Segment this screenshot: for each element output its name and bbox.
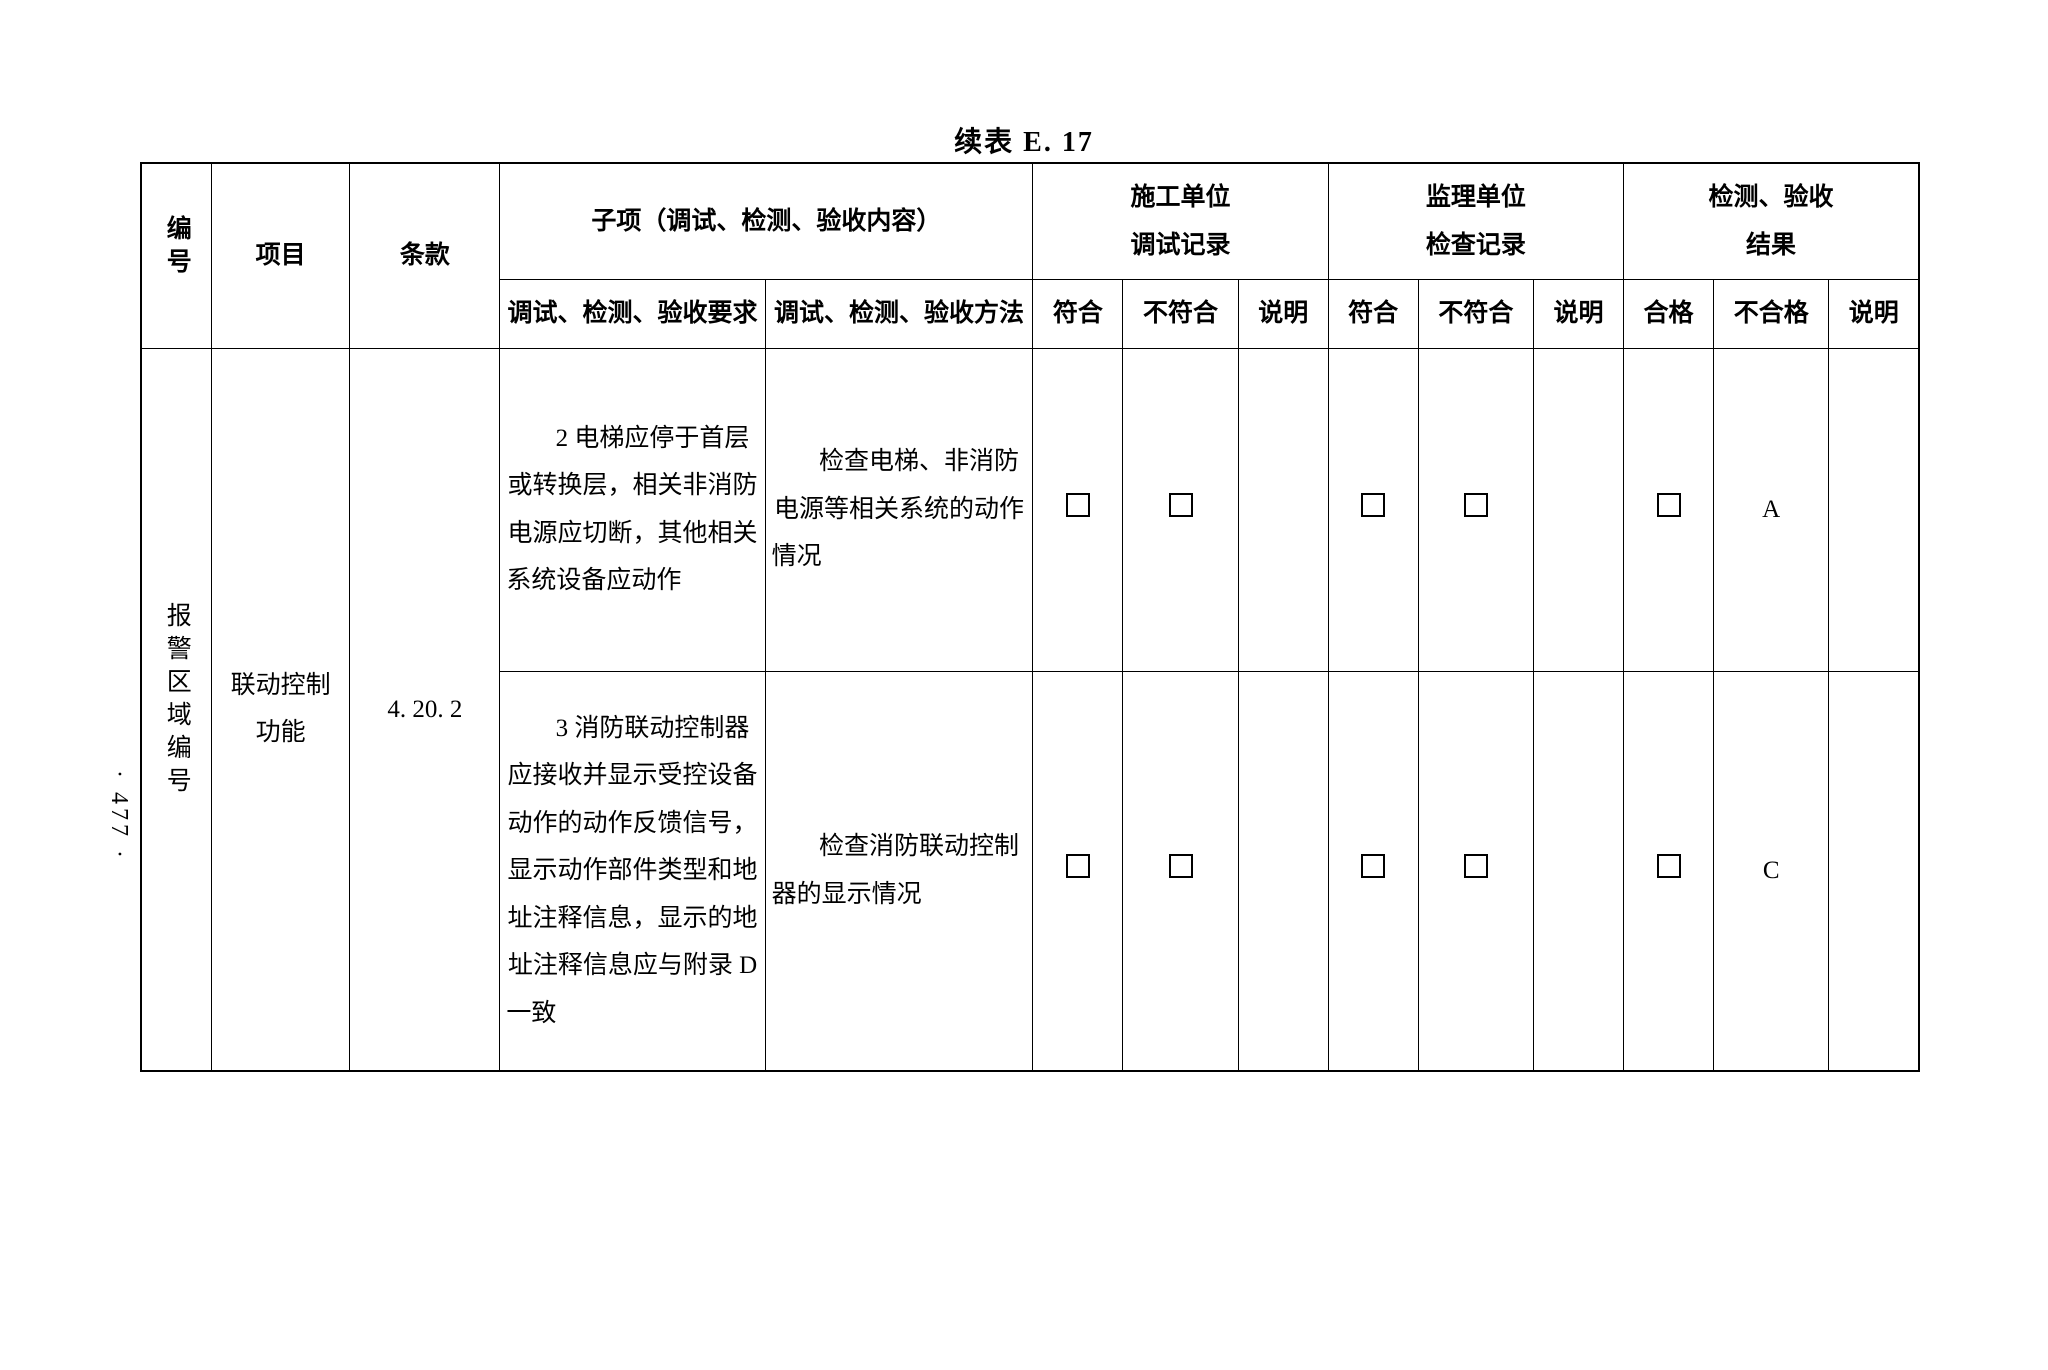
- col-header-pass: 合格: [1624, 280, 1714, 349]
- checkbox-icon[interactable]: [1066, 854, 1090, 878]
- checkbox-icon[interactable]: [1169, 493, 1193, 517]
- checkbox-icon[interactable]: [1464, 854, 1488, 878]
- cell-project: 联动控制功能: [211, 348, 349, 1071]
- col-header-subgroup: 子项（调试、检测、验收内容）: [500, 163, 1033, 280]
- cell-check: [1624, 348, 1714, 671]
- cell-requirement: 2 电梯应停于首层或转换层，相关非消防电源应切断，其他相关系统设备应动作: [500, 348, 765, 671]
- col-header-fail: 不合格: [1714, 280, 1829, 349]
- col-header-note-1: 说明: [1238, 280, 1328, 349]
- cell-check: [1033, 348, 1123, 671]
- cell-check: [1123, 671, 1238, 1071]
- cell-note: [1829, 671, 1919, 1071]
- col-header-id: 编号: [153, 215, 201, 281]
- checkbox-icon[interactable]: [1464, 493, 1488, 517]
- cell-note: [1829, 348, 1919, 671]
- col-header-conform-2: 符合: [1328, 280, 1418, 349]
- col-header-nonconform-1: 不符合: [1123, 280, 1238, 349]
- col-header-clause: 条款: [350, 163, 500, 348]
- cell-note: [1238, 348, 1328, 671]
- col-header-note-3: 说明: [1829, 280, 1919, 349]
- checkbox-icon[interactable]: [1066, 493, 1090, 517]
- page-number: · 477 ·: [105, 770, 132, 862]
- col-header-req: 调试、检测、验收要求: [500, 280, 765, 349]
- col-header-supervision: 监理单位检查记录: [1328, 163, 1623, 280]
- header-row-1: 编号 项目 条款 子项（调试、检测、验收内容） 施工单位调试记录 监理单位检查记…: [141, 163, 1919, 280]
- col-header-nonconform-2: 不符合: [1418, 280, 1533, 349]
- col-header-construction: 施工单位调试记录: [1033, 163, 1328, 280]
- cell-requirement: 3 消防联动控制器应接收并显示受控设备动作的动作反馈信号，显示动作部件类型和地址…: [500, 671, 765, 1071]
- table-row: 报警区域编号联动控制功能4. 20. 22 电梯应停于首层或转换层，相关非消防电…: [141, 348, 1919, 671]
- col-header-conform-1: 符合: [1033, 280, 1123, 349]
- cell-method: 检查消防联动控制器的显示情况: [765, 671, 1033, 1071]
- cell-check: [1418, 671, 1533, 1071]
- cell-check: [1418, 348, 1533, 671]
- cell-check: [1033, 671, 1123, 1071]
- checkbox-icon[interactable]: [1361, 854, 1385, 878]
- cell-note: [1238, 671, 1328, 1071]
- col-header-note-2: 说明: [1534, 280, 1624, 349]
- col-header-method: 调试、检测、验收方法: [765, 280, 1033, 349]
- cell-check: [1328, 348, 1418, 671]
- main-table: 编号 项目 条款 子项（调试、检测、验收内容） 施工单位调试记录 监理单位检查记…: [140, 162, 1920, 1072]
- col-header-project: 项目: [211, 163, 349, 348]
- row-label: 报警区域编号: [153, 602, 201, 800]
- checkbox-icon[interactable]: [1657, 493, 1681, 517]
- cell-check: [1624, 671, 1714, 1071]
- cell-note: [1534, 671, 1624, 1071]
- cell-clause: 4. 20. 2: [350, 348, 500, 1071]
- cell-method: 检查电梯、非消防电源等相关系统的动作情况: [765, 348, 1033, 671]
- cell-check: [1123, 348, 1238, 671]
- checkbox-icon[interactable]: [1361, 493, 1385, 517]
- cell-note: [1534, 348, 1624, 671]
- cell-check: [1328, 671, 1418, 1071]
- cell-fail-label: C: [1714, 671, 1829, 1071]
- page-title: 续表 E. 17: [0, 120, 2048, 160]
- cell-fail-label: A: [1714, 348, 1829, 671]
- checkbox-icon[interactable]: [1169, 854, 1193, 878]
- checkbox-icon[interactable]: [1657, 854, 1681, 878]
- col-header-inspection: 检测、验收结果: [1624, 163, 1919, 280]
